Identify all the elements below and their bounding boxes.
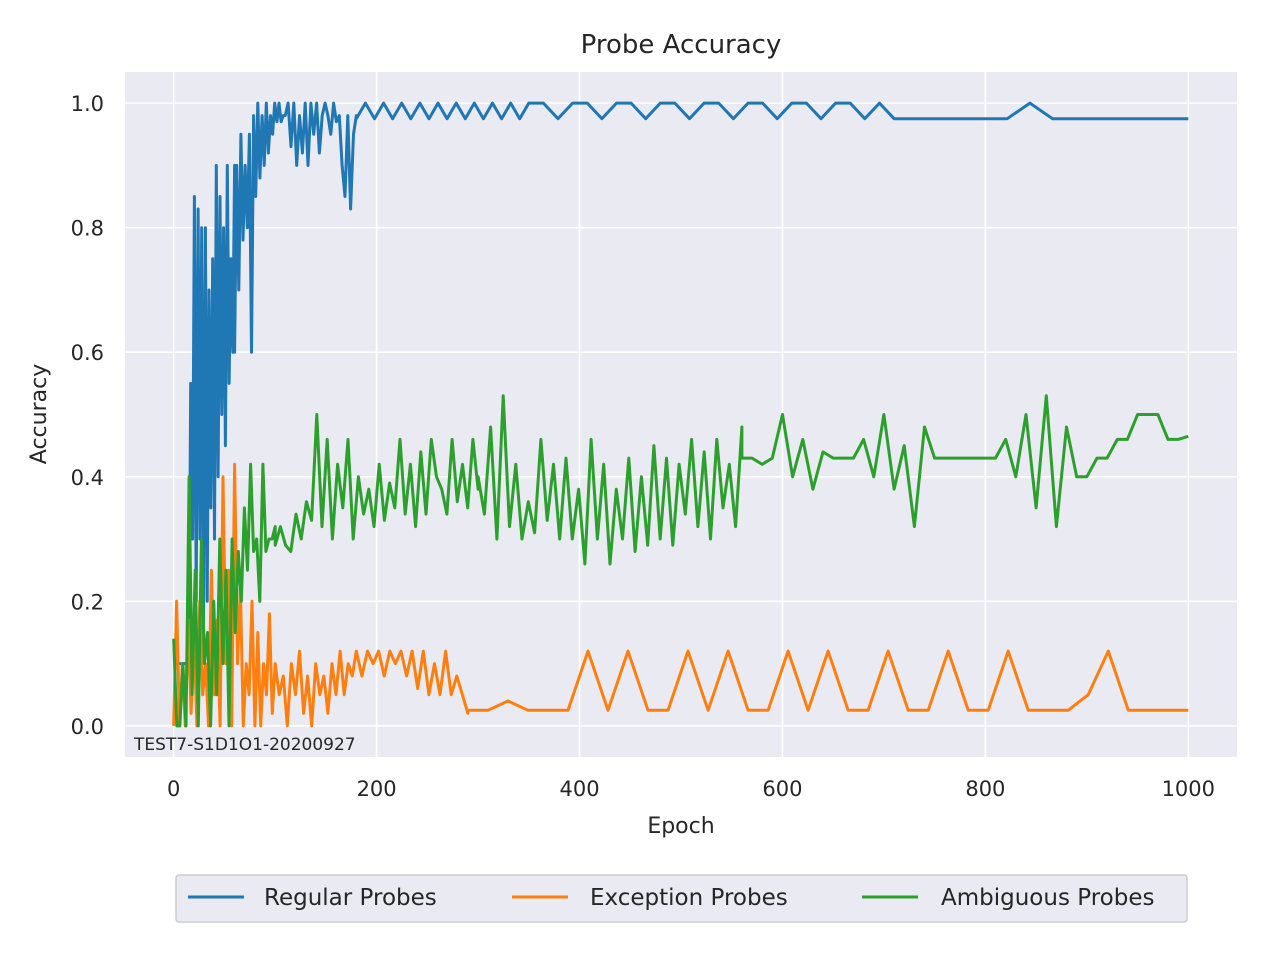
plot-background <box>125 72 1237 757</box>
legend: Regular Probes Exception Probes Ambiguou… <box>175 874 1188 923</box>
x-tick-labels: 0 200 400 600 800 1000 <box>167 777 1215 801</box>
legend-label-exception: Exception Probes <box>590 885 788 911</box>
y-axis-title: Accuracy <box>27 364 52 464</box>
series-line-ambiguous-probes <box>172 394 1189 728</box>
y-tick-labels: 0.0 0.2 0.4 0.6 0.8 1.0 <box>71 92 104 739</box>
x-tick-label: 600 <box>762 777 802 801</box>
series-layer <box>172 101 1189 728</box>
y-tick-label: 1.0 <box>71 92 104 116</box>
y-tick-label: 0.4 <box>71 466 104 490</box>
chart-title: Probe Accuracy <box>581 30 782 60</box>
y-tick-label: 0.0 <box>71 715 104 739</box>
x-tick-label: 200 <box>357 777 397 801</box>
legend-box <box>175 874 1188 923</box>
legend-label-regular: Regular Probes <box>264 885 437 911</box>
y-tick-label: 0.6 <box>71 341 104 365</box>
run-id-annotation: TEST7-S1D1O1-20200927 <box>133 735 356 755</box>
x-tick-label: 0 <box>167 777 180 801</box>
x-tick-label: 800 <box>965 777 1005 801</box>
series-line-regular-probes <box>173 101 1189 666</box>
y-tick-label: 0.2 <box>71 590 104 614</box>
x-axis-title: Epoch <box>647 814 714 839</box>
y-tick-label: 0.8 <box>71 217 104 241</box>
x-tick-label: 1000 <box>1162 777 1215 801</box>
legend-label-ambiguous: Ambiguous Probes <box>941 885 1154 911</box>
x-tick-label: 400 <box>559 777 599 801</box>
